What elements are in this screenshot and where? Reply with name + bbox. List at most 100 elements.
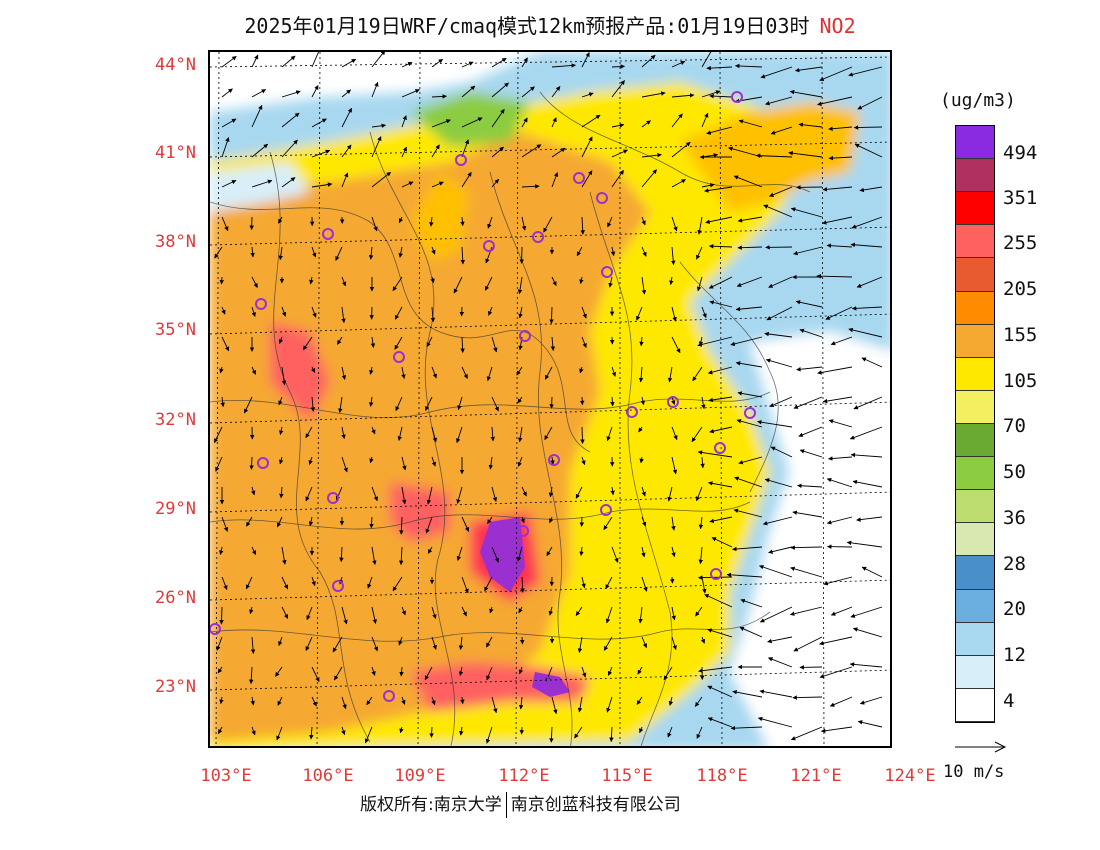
wind-vector: [461, 171, 472, 188]
wind-vector: [789, 606, 823, 616]
wind-vector: [251, 179, 273, 188]
wind-vector: [603, 516, 613, 531]
wind-vector: [341, 366, 347, 380]
wind-vector: [460, 336, 465, 353]
wind-vector: [251, 143, 269, 158]
wind-vector: [401, 115, 407, 128]
wind-vector: [641, 546, 646, 558]
wind-vector: [431, 246, 436, 255]
wind-vector: [548, 486, 554, 498]
wind-vector: [760, 66, 793, 79]
wind-vector: [311, 306, 317, 318]
wind-vector: [216, 636, 223, 651]
wind-vector: [311, 52, 320, 68]
wind-vector: [341, 107, 353, 128]
wind-vector: [793, 636, 823, 652]
wind-vector: [726, 572, 763, 578]
wind-vector: [311, 118, 327, 128]
wind-vector: [431, 636, 437, 650]
wind-vector: [486, 366, 493, 382]
wind-vector: [550, 336, 556, 351]
wind-vector: [793, 246, 823, 256]
wind-vector: [575, 606, 583, 616]
wind-vector: [638, 366, 644, 383]
wind-vector: [606, 426, 613, 442]
map-canvas: [210, 52, 890, 746]
wind-vector: [697, 450, 733, 458]
wind-vector: [667, 366, 673, 383]
map-title: 2025年01月19日WRF/cmaq模式12km预报产品:01月19日03时 N…: [0, 10, 1100, 39]
lat-label-32: 32°N: [155, 410, 196, 430]
wind-vector: [276, 726, 283, 741]
wind-vector: [281, 139, 298, 158]
wind-vector: [819, 66, 853, 82]
wind-vector: [790, 726, 823, 741]
wind-vector: [671, 60, 686, 68]
wind-vector: [397, 426, 403, 441]
wind-vector: [281, 177, 296, 188]
wind-vector: [341, 606, 348, 625]
lon-label-112: 112°E: [498, 766, 550, 786]
wind-vector: [671, 179, 686, 188]
wind-vector: [251, 306, 256, 317]
wind-vector: [790, 566, 823, 578]
wind-vector: [220, 396, 225, 408]
wind-vector: [425, 516, 433, 534]
wind-vector: [278, 246, 283, 261]
wind-vector: [551, 117, 557, 128]
wind-vector: [732, 689, 763, 698]
wind-vector: [489, 606, 494, 614]
wind-vector: [430, 306, 436, 323]
wind-vector: [641, 276, 647, 295]
wind-vector: [398, 546, 404, 566]
wind-vector: [857, 96, 883, 110]
wind-vector: [332, 636, 343, 653]
legend-label-28: 28: [1003, 553, 1026, 575]
wind-vector: [278, 216, 283, 224]
color-bar-swatch: [956, 457, 994, 491]
concentration-map[interactable]: [208, 50, 892, 748]
wind-vector: [371, 81, 379, 98]
wind-vector: [521, 57, 528, 68]
wind-vector: [281, 366, 287, 386]
wind-vector: [708, 481, 733, 488]
wind-vector: [457, 396, 463, 411]
wind-vector: [341, 144, 352, 158]
wind-vector: [667, 486, 673, 502]
wind-vector: [768, 546, 793, 554]
wind-vector: [799, 449, 823, 458]
wind-vector: [851, 306, 883, 311]
wind-vector: [371, 486, 378, 502]
color-bar-swatch: [956, 324, 994, 358]
wind-vector: [581, 170, 593, 188]
wind-vector: [849, 662, 883, 668]
wind-vector: [334, 666, 343, 681]
wind-vector: [577, 696, 583, 713]
wind-vector: [311, 149, 331, 158]
wind-vector: [335, 246, 343, 261]
color-bar-swatch: [956, 688, 994, 722]
legend-label-50: 50: [1003, 461, 1026, 483]
wind-vector: [371, 666, 376, 676]
wind-vector: [671, 93, 695, 98]
footer: 版权所有:南京大学 南京创蓝科技有限公司: [360, 790, 681, 818]
wind-vector: [221, 216, 229, 232]
wind-vector: [698, 516, 704, 530]
wind-vector: [366, 696, 373, 706]
wind-vector: [734, 63, 763, 69]
wind-vector: [521, 86, 535, 98]
wind-vector: [581, 336, 587, 349]
wind-vector: [856, 276, 883, 288]
wind-vector: [757, 420, 793, 428]
wind-vector: [486, 636, 493, 648]
wind-vector: [281, 546, 287, 565]
wind-vector: [701, 52, 712, 68]
wind-vector: [607, 666, 613, 676]
wind-vector: [701, 396, 706, 410]
wind-vector: [546, 546, 553, 557]
wind-vector: [453, 276, 463, 294]
wind-vector: [605, 576, 613, 590]
wind-vector: [370, 336, 376, 348]
wind-vector: [670, 246, 676, 266]
wind-vector: [219, 546, 224, 555]
